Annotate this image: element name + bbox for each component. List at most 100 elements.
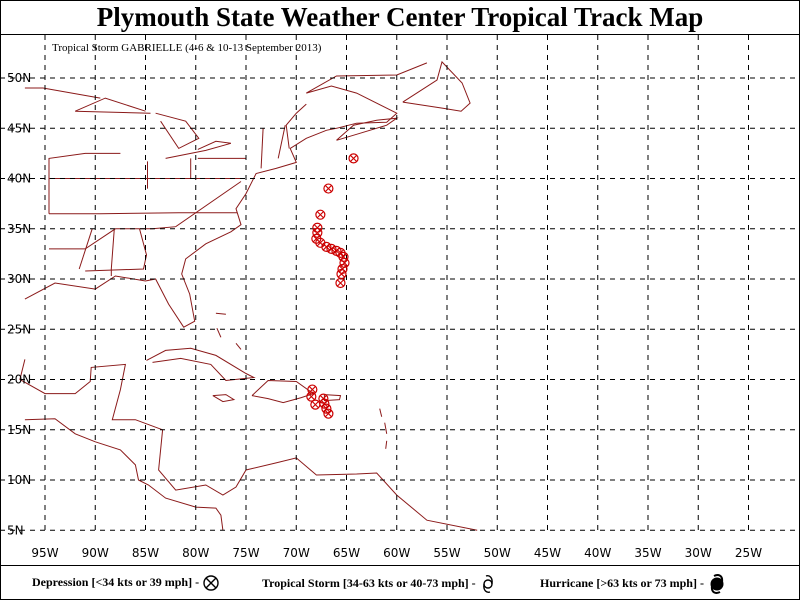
tropical-storm-symbol-icon (482, 575, 493, 593)
coastline-segment (24, 418, 224, 531)
lon-tick-label: 65W (333, 546, 360, 560)
lat-tick-label: 40N (7, 172, 31, 186)
lat-tick-label: 35N (7, 222, 31, 236)
lon-tick-label: 40W (584, 546, 611, 560)
track-point-cross (307, 393, 315, 401)
track-point-circle (307, 384, 318, 395)
lon-tick-label: 35W (634, 546, 661, 560)
track-point-depression (336, 268, 347, 280)
coastlines (19, 60, 478, 531)
coastline-segment (78, 228, 93, 270)
track-point-circle (335, 277, 346, 289)
track-point-circle (326, 243, 337, 254)
track-point-depression (310, 399, 321, 410)
track-point-circle (315, 209, 326, 220)
track-point-depression (306, 391, 317, 402)
lon-tick-label: 25W (735, 546, 762, 560)
legend-storm-label: Tropical Storm [34-63 kts or 40-73 mph] … (262, 575, 476, 590)
lon-tick-label: 45W (534, 546, 561, 560)
lon-tick-label: 85W (132, 546, 159, 560)
track-point-depression (348, 153, 359, 164)
storm-track (306, 153, 359, 419)
axis-labels: 95W 90W 85W 80W 75W 70W 65W 60W 55W 50W 45W 40W 35W 3… (7, 71, 762, 560)
coastline-segment (385, 440, 388, 449)
coastline-segment (75, 97, 151, 114)
lon-tick-label: 90W (82, 546, 109, 560)
track-point-cross (316, 239, 324, 247)
track-point-circle (348, 153, 359, 164)
coastline-segment (155, 112, 200, 150)
coastline-segment (384, 422, 388, 434)
lat-lon-grid (0, 35, 800, 532)
page-title: Plymouth State Weather Center Tropical T… (96, 2, 704, 32)
lon-tick-label: 60W (383, 546, 410, 560)
storm-subtitle: Tropical Storm GABRIELLE (4-6 & 10-13 Se… (52, 42, 322, 54)
track-point-circle (306, 391, 317, 402)
coastline-segment (277, 125, 286, 159)
track-point-cross (324, 185, 332, 193)
coastline-segment (49, 181, 242, 250)
lon-tick-label: 75W (232, 546, 259, 560)
legend-depression: Depression [<34 kts or 39 mph] - (32, 574, 220, 592)
track-point-depression (323, 183, 334, 194)
track-point-circle (319, 398, 330, 409)
coastline-segment (24, 62, 428, 328)
coastline-segment (216, 327, 222, 338)
track-point-circle (321, 241, 332, 252)
legend-hurricane-label: Hurricane [>63 kts or 73 mph] - (540, 575, 704, 590)
coastline-segment (165, 140, 232, 159)
lon-tick-label: 50W (484, 546, 511, 560)
lat-tick-label: 5N (7, 523, 24, 537)
track-point-circle (323, 183, 334, 194)
lon-tick-label: 80W (182, 546, 209, 560)
track-point-cross (311, 401, 319, 409)
lat-tick-label: 50N (7, 71, 31, 85)
coastline-segment (49, 212, 237, 215)
coastline-segment (19, 359, 478, 531)
coastline-segment (24, 87, 101, 99)
coastline-segment (48, 152, 121, 214)
lon-tick-label: 55W (433, 546, 460, 560)
track-point-cross (336, 279, 344, 287)
lat-tick-label: 10N (7, 473, 31, 487)
legend-divider (0, 565, 800, 566)
coastline-segment (251, 379, 315, 404)
legend-tropical-storm: Tropical Storm [34-63 kts or 40-73 mph] … (262, 574, 497, 594)
lat-tick-label: 15N (7, 423, 31, 437)
lat-tick-label: 25N (7, 322, 31, 336)
coastline-segment (285, 103, 307, 149)
title-divider (0, 34, 800, 35)
coastline-segment (215, 312, 226, 315)
legend-hurricane: Hurricane [>63 kts or 73 mph] - (540, 574, 727, 594)
track-point-circle (323, 408, 334, 419)
legend-depression-label: Depression [<34 kts or 39 mph] - (32, 574, 200, 589)
track-point-cross (312, 235, 320, 243)
coastline-segment (379, 408, 383, 417)
hurricane-symbol-icon (710, 574, 724, 594)
track-point-depression (315, 209, 326, 220)
coastline-segment (212, 394, 236, 403)
legend: Depression [<34 kts or 39 mph] - Tropica… (0, 566, 800, 598)
track-point-cross (338, 265, 346, 273)
track-point-circle (321, 403, 332, 414)
track-map: 95W 90W 85W 80W 75W 70W 65W 60W 55W 50W 45W 40W 35W 3… (0, 35, 800, 560)
coastline-segment (402, 60, 471, 112)
lat-tick-label: 45N (7, 121, 31, 135)
track-point-depression (335, 277, 346, 289)
track-point-cross (316, 211, 324, 219)
coastline-segment (146, 347, 256, 382)
depression-symbol-icon (203, 575, 219, 591)
lon-tick-label: 95W (31, 546, 58, 560)
track-point-depression (339, 257, 350, 269)
coastline-segment (110, 228, 115, 276)
track-point-cross (337, 270, 345, 278)
coastline-segment (260, 128, 264, 169)
track-point-depression (323, 408, 334, 419)
track-point-cross (324, 410, 332, 418)
coastline-segment (85, 228, 148, 272)
track-point-cross (350, 154, 358, 162)
lat-tick-label: 20N (7, 373, 31, 387)
lat-tick-label: 30N (7, 272, 31, 286)
lon-tick-label: 30W (685, 546, 712, 560)
lon-tick-label: 70W (283, 546, 310, 560)
